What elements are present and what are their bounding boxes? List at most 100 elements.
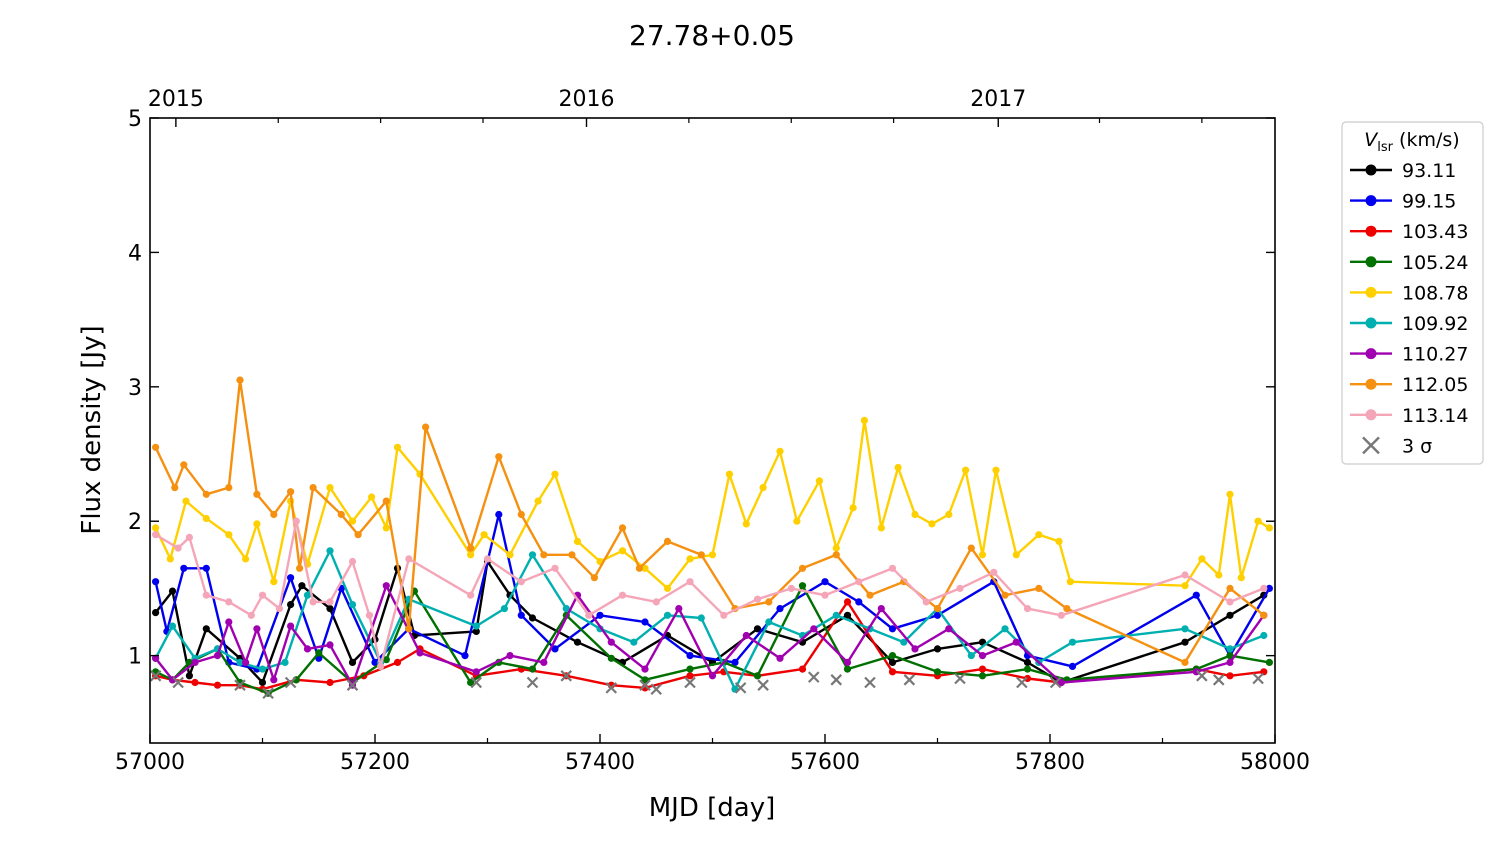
data-point-110.27 [287, 622, 295, 630]
data-point-109.92 [1068, 638, 1077, 646]
data-point-112.05 [422, 423, 430, 431]
data-point-105.24 [888, 652, 897, 660]
data-point-93.11 [185, 672, 193, 680]
data-point-110.27 [877, 605, 885, 613]
data-point-110.27 [641, 665, 649, 673]
data-point-99.15 [495, 510, 503, 519]
data-point-113.14 [309, 598, 317, 606]
y-tick-label: 2 [128, 510, 142, 535]
data-point-108.78 [793, 517, 801, 525]
data-point-110.27 [1226, 658, 1234, 667]
data-point-109.92 [900, 638, 908, 646]
legend-label: 110.27 [1402, 344, 1468, 366]
data-point-103.43 [326, 678, 334, 687]
data-point-93.11 [326, 605, 334, 613]
legend-marker [1365, 256, 1377, 268]
data-point-110.27 [506, 652, 514, 660]
data-point-112.05 [798, 564, 807, 572]
data-point-108.78 [1066, 578, 1074, 586]
legend-entry-112.05: 112.05 [1350, 374, 1468, 396]
upper-limit-marker [1049, 676, 1062, 689]
data-point-93.11 [298, 582, 306, 590]
x-tick-label: 57600 [790, 750, 860, 775]
data-point-93.11 [573, 638, 582, 646]
legend-marker [1365, 378, 1377, 390]
data-point-99.15 [202, 564, 210, 572]
series-line-112.05 [154, 378, 1265, 664]
y-tick-label: 3 [128, 376, 142, 401]
data-point-110.27 [152, 654, 160, 662]
data-point-112.05 [590, 574, 599, 582]
data-point-113.14 [990, 568, 998, 576]
data-point-99.15 [461, 652, 469, 660]
upper-limit-marker [1252, 672, 1264, 685]
data-point-113.14 [1226, 598, 1234, 606]
data-point-112.05 [495, 453, 503, 461]
series-line-109.92 [154, 549, 1265, 691]
data-point-113.14 [377, 662, 385, 671]
series-93.11 [152, 557, 1268, 687]
data-point-99.15 [888, 625, 897, 633]
data-point-113.14 [152, 531, 160, 539]
data-point-109.92 [832, 611, 840, 619]
series-line-99.15 [154, 513, 1271, 671]
x-axis-label: MJD [day] [649, 793, 776, 823]
data-point-110.27 [1057, 678, 1065, 687]
data-point-93.11 [348, 658, 357, 667]
data-point-109.92 [1181, 625, 1189, 633]
data-point-113.14 [258, 591, 267, 599]
legend-label: 93.11 [1402, 160, 1456, 182]
legend: Vlsr (km/s) 93.11 99.15 103.43 105.24 108.78… [1341, 121, 1484, 465]
data-point-108.78 [1265, 524, 1273, 532]
data-point-112.05 [225, 484, 233, 492]
data-point-103.43 [1023, 674, 1032, 683]
data-point-112.05 [1001, 591, 1009, 599]
x-tick-label: 57000 [115, 750, 185, 775]
data-point-112.05 [933, 605, 942, 613]
data-point-108.78 [202, 514, 210, 523]
data-point-112.05 [152, 443, 160, 451]
data-point-113.14 [275, 605, 283, 613]
data-point-112.05 [635, 564, 644, 572]
upper-limit-marker [172, 676, 184, 689]
data-point-108.78 [1012, 551, 1020, 559]
data-point-110.27 [242, 658, 250, 667]
data-point-108.78 [480, 531, 488, 539]
data-point-93.11 [287, 601, 295, 609]
data-point-112.05 [832, 551, 840, 559]
data-point-108.78 [962, 466, 970, 474]
data-point-108.78 [815, 477, 824, 485]
legend-entries: 93.11 99.15 103.43 105.24 108.78 109.92 110.27… [1350, 160, 1468, 457]
legend-entry-93.11: 93.11 [1350, 160, 1456, 182]
data-point-109.92 [258, 665, 267, 673]
legend-entry-108.78: 108.78 [1350, 282, 1468, 304]
data-point-105.24 [467, 678, 475, 687]
data-point-113.14 [956, 584, 964, 593]
legend-cross-marker [1362, 436, 1380, 455]
data-point-112.05 [287, 488, 295, 496]
data-point-110.27 [416, 649, 424, 657]
data-point-108.78 [225, 531, 233, 539]
data-point-113.14 [551, 564, 559, 572]
data-point-112.05 [296, 564, 304, 572]
data-point-110.27 [776, 654, 784, 662]
data-point-110.27 [472, 668, 480, 676]
data-point-108.78 [573, 537, 582, 546]
data-point-110.27 [225, 618, 233, 626]
data-point-109.92 [967, 652, 975, 660]
data-point-113.14 [202, 591, 210, 599]
upper-limit-marker [1196, 670, 1208, 682]
top-tick-label: 2016 [559, 87, 615, 112]
legend-title-unit: (km/s) [1393, 129, 1460, 151]
data-point-112.05 [236, 376, 244, 384]
data-point-99.15 [596, 611, 604, 619]
data-point-105.24 [1265, 658, 1273, 667]
data-point-112.05 [1063, 605, 1071, 613]
data-point-103.43 [213, 681, 222, 689]
data-point-105.24 [978, 672, 987, 680]
data-point-112.05 [663, 537, 672, 546]
data-point-93.11 [202, 625, 210, 633]
data-point-113.14 [821, 591, 829, 599]
plot-area [149, 376, 1273, 700]
